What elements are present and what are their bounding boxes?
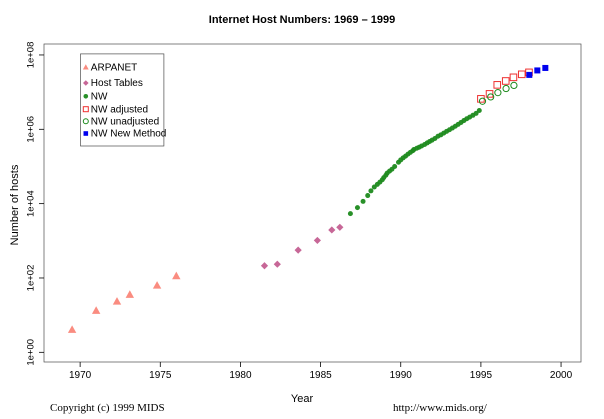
svg-text:1e+08: 1e+08 [26, 42, 37, 69]
svg-text:NW unadjusted: NW unadjusted [91, 116, 159, 127]
svg-text:ARPANET: ARPANET [91, 63, 138, 74]
svg-text:1990: 1990 [390, 370, 413, 381]
svg-text:NW adjusted: NW adjusted [91, 104, 148, 115]
svg-text:1985: 1985 [309, 370, 332, 381]
svg-text:1e+02: 1e+02 [26, 265, 37, 292]
svg-text:2000: 2000 [550, 370, 573, 381]
svg-text:1980: 1980 [229, 370, 252, 381]
svg-text:1970: 1970 [69, 370, 92, 381]
svg-text:1995: 1995 [470, 370, 493, 381]
svg-text:1e+04: 1e+04 [26, 190, 37, 217]
svg-text:1975: 1975 [149, 370, 172, 381]
svg-text:1e+00: 1e+00 [26, 339, 37, 366]
svg-text:Host Tables: Host Tables [91, 78, 143, 89]
svg-text:1e+06: 1e+06 [26, 116, 37, 143]
svg-text:NW New Method: NW New Method [91, 129, 167, 140]
svg-text:NW: NW [91, 91, 108, 102]
